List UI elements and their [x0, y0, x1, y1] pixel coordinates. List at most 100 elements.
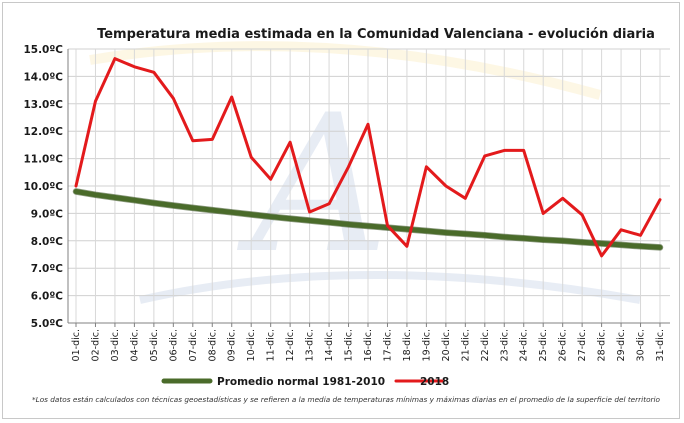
- footnote: *Los datos están calculados con técnicas…: [32, 395, 661, 404]
- data-point: [503, 236, 506, 238]
- data-point: [269, 215, 272, 218]
- x-tick-label: 26-dic.: [558, 329, 569, 361]
- chart-title: Temperatura media estimada en la Comunid…: [97, 27, 655, 42]
- data-point: [114, 57, 116, 60]
- data-point: [425, 230, 428, 232]
- x-tick-label: 13-dic.: [305, 329, 316, 361]
- x-tick-label: 30-dic.: [636, 329, 647, 361]
- x-tick-label: 15-dic.: [344, 329, 355, 361]
- data-point: [172, 97, 175, 100]
- data-point: [328, 221, 330, 224]
- x-tick-label: 23-dic.: [499, 329, 510, 361]
- data-point: [639, 245, 642, 248]
- data-point: [94, 193, 97, 196]
- data-point: [581, 213, 583, 216]
- data-point: [308, 219, 311, 222]
- y-tick-label: 8.0ºC: [31, 236, 64, 248]
- data-point: [172, 204, 175, 207]
- x-tick-label: 02-dic.: [90, 329, 101, 361]
- x-tick-label: 03-dic.: [110, 329, 121, 361]
- data-point: [581, 241, 583, 243]
- data-point: [347, 166, 350, 168]
- data-point: [269, 178, 272, 180]
- legend: Promedio normal 1981-2010 2018: [161, 376, 449, 388]
- data-point: [445, 185, 447, 187]
- x-tick-label: 20-dic.: [441, 329, 452, 361]
- x-tick-label: 10-dic.: [246, 329, 257, 361]
- x-tick-label: 07-dic.: [188, 329, 199, 361]
- y-tick-label: 11.0ºC: [23, 154, 63, 166]
- data-point: [561, 240, 564, 242]
- y-axis: 5.0ºC 6.0ºC 7.0ºC 8.0ºC 9.0ºC 10.0ºC 11.0ºC 12.…: [23, 44, 69, 330]
- x-tick-label: 24-dic.: [519, 329, 530, 361]
- data-point: [75, 185, 77, 187]
- y-tick-label: 7.0ºC: [31, 263, 64, 275]
- x-tick-label: 29-dic.: [616, 329, 627, 361]
- x-tick-label: 09-dic.: [227, 329, 238, 361]
- data-point: [406, 245, 408, 248]
- x-tick-label: 11-dic.: [266, 329, 277, 361]
- data-point: [542, 212, 544, 215]
- x-tick-label: 14-dic.: [324, 329, 335, 361]
- data-point: [347, 223, 350, 226]
- y-tick-label: 12.0ºC: [23, 126, 63, 138]
- x-tick-label: 27-dic.: [577, 329, 588, 361]
- data-point: [659, 246, 661, 249]
- legend-label: Promedio normal 1981-2010: [217, 376, 385, 388]
- data-point: [192, 139, 194, 142]
- data-point: [406, 228, 408, 231]
- x-tick-label: 01-dic.: [71, 329, 82, 361]
- data-point: [289, 217, 291, 220]
- data-point: [542, 238, 544, 241]
- data-point: [133, 199, 136, 202]
- x-tick-label: 19-dic.: [421, 329, 432, 361]
- x-tick-label: 28-dic.: [597, 329, 608, 361]
- series-lines: [72, 57, 664, 258]
- data-point: [153, 71, 155, 74]
- data-point: [620, 229, 622, 231]
- y-tick-label: 5.0ºC: [31, 318, 64, 330]
- svg-text:A: A: [236, 74, 388, 295]
- data-point: [250, 213, 252, 216]
- data-point: [620, 244, 622, 246]
- data-point: [484, 234, 486, 237]
- data-point: [367, 123, 369, 126]
- y-tick-label: 6.0ºC: [31, 291, 64, 303]
- data-point: [600, 242, 603, 245]
- data-point: [600, 255, 603, 257]
- data-point: [153, 202, 155, 204]
- x-tick-label: 31-dic.: [655, 329, 666, 361]
- data-point: [94, 100, 97, 102]
- data-point: [484, 155, 486, 157]
- x-tick-label: 25-dic.: [538, 329, 549, 361]
- data-point: [133, 66, 136, 68]
- data-point: [445, 231, 447, 234]
- x-axis: 01-dic. 02-dic. 03-dic. 04-dic. 05-dic. 06-di…: [68, 322, 670, 361]
- data-point: [230, 211, 233, 214]
- x-tick-label: 17-dic.: [382, 329, 393, 361]
- data-point: [464, 197, 467, 200]
- x-tick-label: 05-dic.: [149, 329, 160, 361]
- data-point: [211, 209, 214, 211]
- x-tick-label: 04-dic.: [129, 329, 140, 361]
- data-point: [308, 211, 311, 213]
- data-point: [367, 225, 369, 227]
- legend-label: 2018: [420, 376, 449, 388]
- y-tick-label: 10.0ºC: [23, 181, 63, 193]
- data-point: [114, 196, 116, 199]
- data-point: [522, 149, 525, 152]
- x-tick-label: 16-dic.: [363, 329, 374, 361]
- y-tick-label: 14.0ºC: [23, 71, 63, 83]
- x-tick-label: 22-dic.: [480, 329, 491, 361]
- data-point: [211, 138, 214, 141]
- data-point: [289, 141, 291, 143]
- data-point: [386, 224, 389, 227]
- data-point: [522, 237, 525, 240]
- data-point: [561, 197, 564, 200]
- data-point: [250, 156, 252, 159]
- data-point: [192, 207, 194, 209]
- data-point: [503, 149, 506, 152]
- x-tick-label: 18-dic.: [402, 329, 413, 361]
- y-tick-label: 9.0ºC: [31, 208, 64, 220]
